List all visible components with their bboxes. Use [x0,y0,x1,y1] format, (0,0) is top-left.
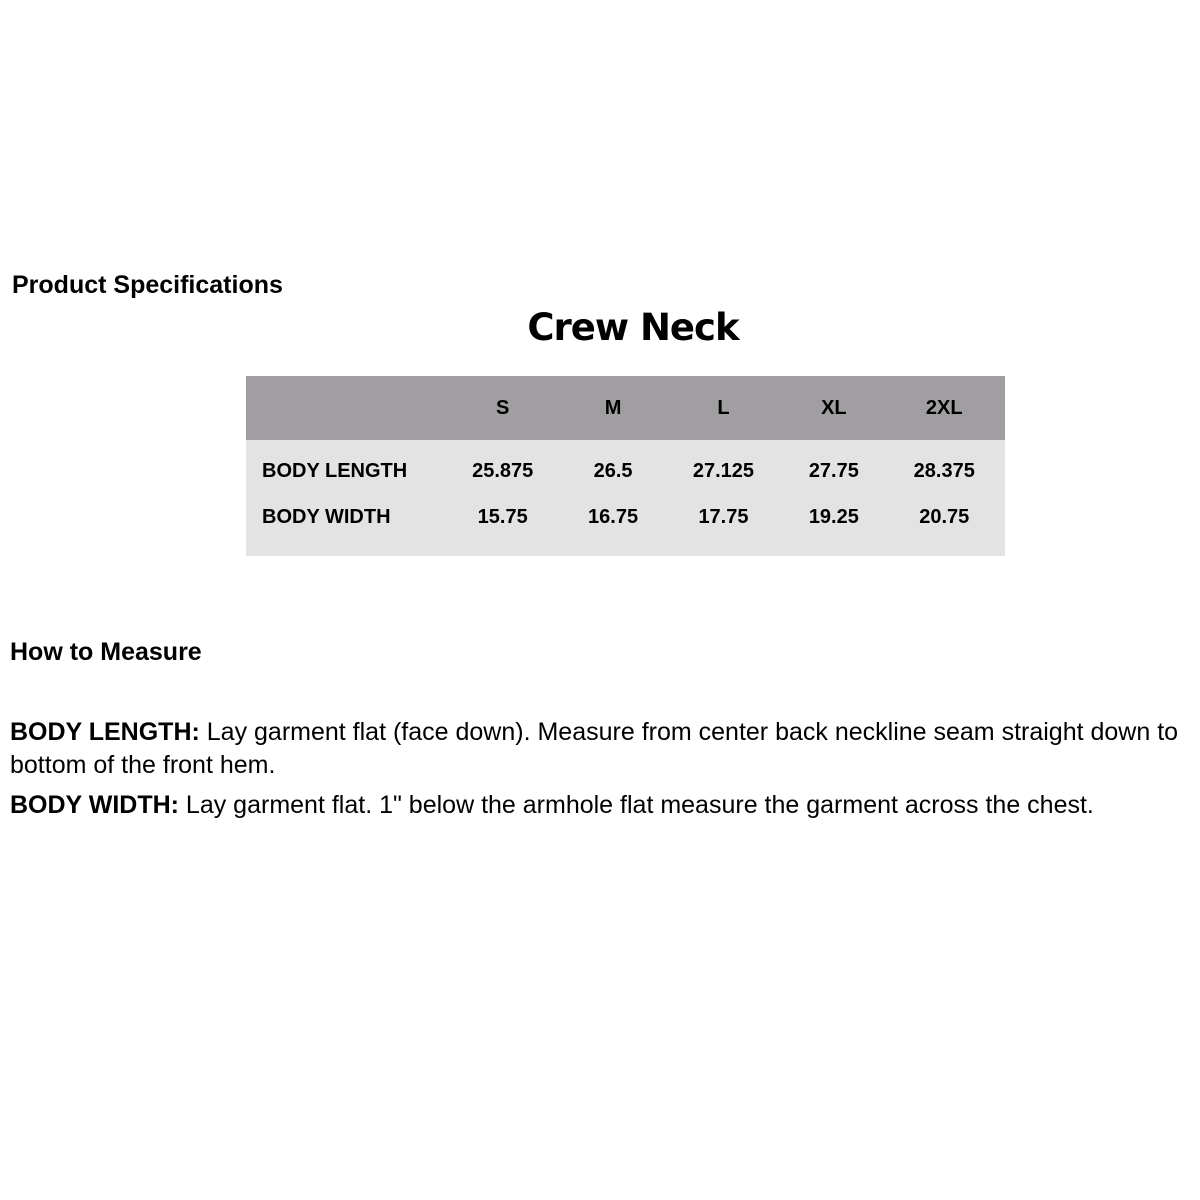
instruction-body-width: BODY WIDTH: Lay garment flat. 1" below t… [10,789,1200,822]
product-specifications-heading: Product Specifications [12,271,283,299]
table-cell: 25.875 [472,459,534,482]
row-label: BODY WIDTH [262,506,391,528]
table-cell: 26.5 [593,459,633,482]
table-cell: 17.75 [698,506,749,528]
header-cell [246,376,442,440]
table-cell: 27.125 [692,459,755,482]
table-row: BODY LENGTH 25.875 26.5 27.125 27.75 28.… [246,440,1005,502]
table-cell: 19.25 [808,506,859,528]
table-row: BODY WIDTH 15.75 16.75 17.75 19.25 20.75 [246,502,1005,556]
instruction-text: Lay garment flat. 1" below the armhole f… [178,791,1094,819]
table-header-row: S M L XL 2XL [246,376,1005,440]
instruction-body-length: BODY LENGTH: Lay garment flat (face down… [10,716,1200,782]
instruction-term: BODY LENGTH: [10,718,200,746]
table-cell: 15.75 [477,506,528,528]
crew-neck-title: Crew Neck [527,306,739,349]
table-cell: 28.375 [913,459,975,482]
instruction-term: BODY WIDTH: [10,791,179,819]
header-cell: L [717,396,730,419]
header-cell: XL [821,396,847,419]
size-chart-table: S M L XL 2XL BODY LENGTH 25.875 26.5 27.… [246,376,1005,556]
row-label: BODY LENGTH [262,459,408,482]
table-cell: 27.75 [808,459,859,482]
how-to-measure-heading: How to Measure [10,638,202,666]
header-cell: M [604,396,622,419]
table-cell: 16.75 [588,506,639,528]
header-cell: 2XL [925,396,963,419]
instruction-text: Lay garment flat (face down). Measure fr… [10,718,1179,779]
table-cell: 20.75 [919,506,970,528]
header-cell: S [496,396,510,419]
